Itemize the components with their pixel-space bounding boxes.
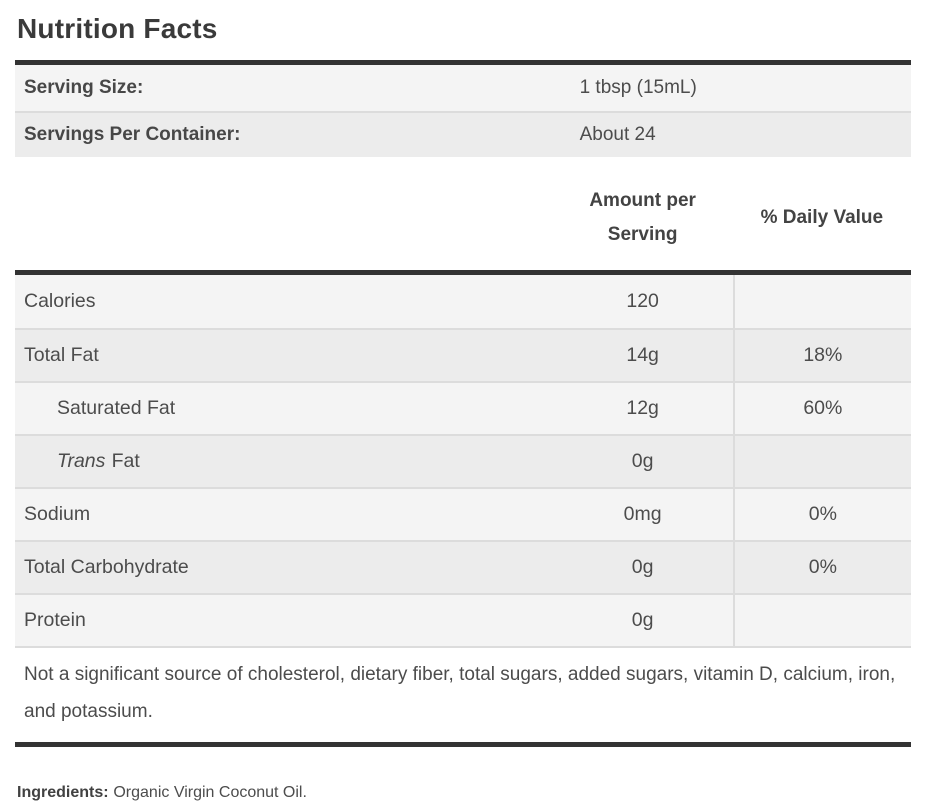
serving-info-section: Serving Size: 1 tbsp (15mL) Servings Per… <box>15 65 911 157</box>
percent-daily-value-header: % Daily Value <box>760 206 884 228</box>
ingredients-label: Ingredients: <box>17 784 109 802</box>
table-row-total-carbohydrate: Total Carbohydrate 0g 0% <box>15 540 911 593</box>
serving-size-value: 1 tbsp (15mL) <box>579 77 697 98</box>
nutrient-label: Total Carbohydrate <box>24 556 189 578</box>
nutrient-label: Total Fat <box>24 344 99 366</box>
ingredients-value: Organic Virgin Coconut Oil. <box>113 784 307 802</box>
nutrient-daily-value: 18% <box>732 330 911 381</box>
nutrient-label-regular-part: Fat <box>111 450 140 472</box>
nutrient-label: Sodium <box>24 503 91 525</box>
table-row-total-fat: Total Fat 14g 18% <box>15 328 911 381</box>
nutrient-amount: 0mg <box>623 503 662 525</box>
servings-per-container-value: About 24 <box>579 124 656 145</box>
amount-per-serving-header: Amount per Serving <box>589 190 696 245</box>
nutrient-amount: 0g <box>631 609 654 631</box>
footnote: Not a significant source of cholesterol,… <box>15 646 911 743</box>
servings-per-container-label: Servings Per Container: <box>24 124 241 145</box>
nutrient-label: Calories <box>24 290 96 312</box>
nutrient-label: Saturated Fat <box>57 397 176 419</box>
table-row-saturated-fat: Saturated Fat 12g 60% <box>15 381 911 434</box>
table-row-sodium: Sodium 0mg 0% <box>15 487 911 540</box>
table-row-protein: Protein 0g <box>15 593 911 646</box>
nutrient-daily-value: 0% <box>732 542 911 593</box>
header-rule <box>15 270 911 275</box>
page-title: Nutrition Facts <box>17 13 218 44</box>
bottom-rule <box>15 742 911 748</box>
nutrient-amount: 120 <box>626 290 659 312</box>
top-rule <box>15 60 911 65</box>
nutrient-label: Protein <box>24 609 86 631</box>
serving-size-row: Serving Size: 1 tbsp (15mL) <box>15 65 911 111</box>
nutrient-amount: 12g <box>626 397 659 419</box>
serving-size-label: Serving Size: <box>24 77 144 98</box>
nutrient-amount: 0g <box>631 450 654 472</box>
nutrient-daily-value <box>732 436 911 487</box>
table-row-calories: Calories 120 <box>15 275 911 328</box>
nutrient-daily-value <box>732 275 911 328</box>
servings-per-container-row: Servings Per Container: About 24 <box>15 111 911 157</box>
nutrient-daily-value: 60% <box>732 383 911 434</box>
column-header-row: Amount per Serving % Daily Value <box>15 157 911 270</box>
nutrient-amount: 14g <box>626 344 659 366</box>
table-row-trans-fat: Trans Fat 0g <box>15 434 911 487</box>
nutrient-daily-value: 0% <box>732 489 911 540</box>
nutrient-daily-value <box>732 595 911 646</box>
nutrient-label: Trans Fat <box>15 450 553 473</box>
nutrient-amount: 0g <box>631 556 654 578</box>
nutrient-table: Calories 120 Total Fat 14g 18% Saturated… <box>15 275 911 646</box>
ingredients-line: Ingredients: Organic Virgin Coconut Oil. <box>15 784 911 802</box>
nutrient-label-italic-part: Trans <box>57 450 106 472</box>
